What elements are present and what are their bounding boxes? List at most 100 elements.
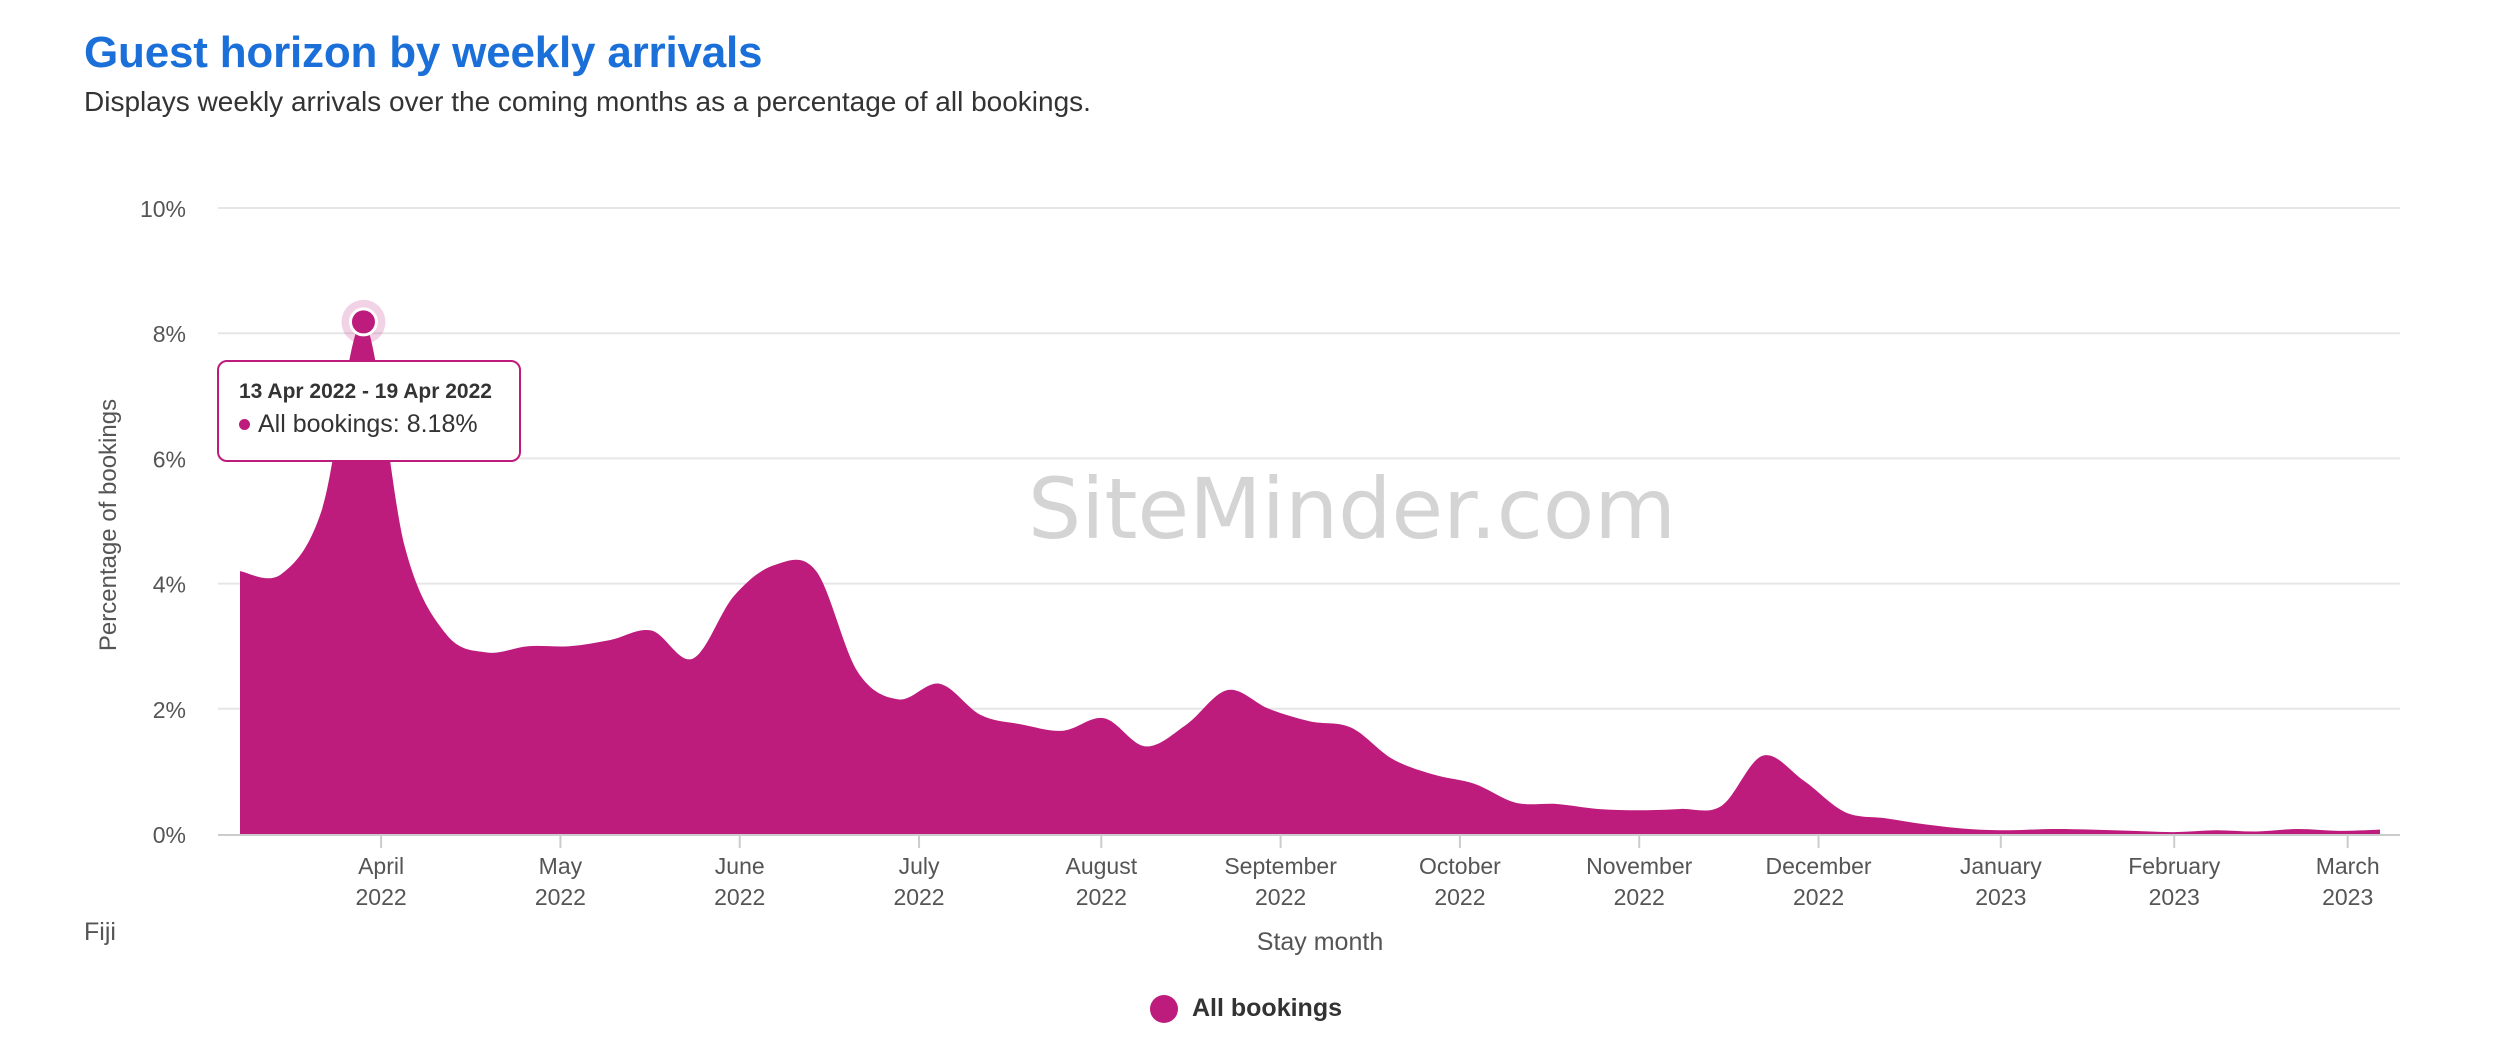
y-axis-label: Percentage of bookings (95, 399, 122, 651)
data-point[interactable] (443, 631, 449, 637)
data-point[interactable] (237, 568, 243, 574)
data-point[interactable] (1595, 806, 1601, 812)
data-point[interactable] (937, 681, 943, 687)
legend-swatch (1150, 994, 1178, 1023)
data-point[interactable] (1883, 815, 1889, 821)
data-point[interactable] (402, 543, 408, 549)
data-point[interactable] (2254, 828, 2260, 834)
x-tick-year: 2022 (1793, 884, 1844, 910)
data-point[interactable] (1965, 826, 1971, 832)
x-tick-year: 2023 (1975, 884, 2026, 910)
x-axis-label: Stay month (1257, 928, 1383, 956)
data-point[interactable] (607, 637, 613, 643)
tooltip-value-line: All bookings: 8.18% (239, 410, 519, 439)
x-tick-year: 2023 (2149, 884, 2200, 910)
hover-point[interactable] (348, 307, 378, 337)
data-point[interactable] (1924, 822, 1930, 828)
x-tick-year: 2022 (1614, 884, 1665, 910)
data-point[interactable] (1060, 728, 1066, 734)
chart-title: Guest horizon by weekly arrivals (84, 28, 763, 77)
tooltip: 13 Apr 2022 - 19 Apr 2022 All bookings: … (217, 360, 521, 462)
x-tick-month: September (1224, 853, 1337, 879)
x-tick-month: July (899, 853, 940, 879)
data-point[interactable] (1842, 809, 1848, 815)
x-tick-year: 2022 (535, 884, 586, 910)
y-axis-ticks: 0% 2% 4% 6% 8% 10% (140, 196, 186, 848)
x-tick-month: October (1419, 853, 1501, 879)
x-tick-month: February (2128, 853, 2221, 879)
y-tick-label: 10% (140, 196, 186, 222)
data-point[interactable] (1430, 772, 1436, 778)
data-point[interactable] (1389, 756, 1395, 762)
data-point[interactable] (813, 568, 819, 574)
y-tick-label: 8% (153, 321, 186, 347)
x-tick-month: November (1586, 853, 1692, 879)
data-point[interactable] (2007, 827, 2013, 833)
hover-marker[interactable] (341, 299, 386, 344)
data-point[interactable] (1101, 715, 1107, 721)
data-point[interactable] (854, 668, 860, 674)
data-point[interactable] (731, 593, 737, 599)
tooltip-date: 13 Apr 2022 - 19 Apr 2022 (239, 380, 492, 403)
data-point[interactable] (1142, 743, 1148, 749)
data-point[interactable] (2130, 828, 2136, 834)
x-tick-month: March (2316, 853, 2380, 879)
x-tick-year: 2022 (1434, 884, 1485, 910)
data-point[interactable] (772, 562, 778, 568)
data-point[interactable] (1801, 778, 1807, 784)
y-tick-label: 6% (153, 446, 186, 472)
data-point[interactable] (1307, 718, 1313, 724)
region-label: Fiji (84, 918, 116, 946)
data-point[interactable] (690, 656, 696, 662)
data-point[interactable] (895, 696, 901, 702)
x-tick-year: 2022 (356, 884, 407, 910)
data-point[interactable] (1266, 706, 1272, 712)
x-axis-ticks: April 2022 May 2022 June 2022 July 2022 August 20… (356, 835, 2380, 910)
data-point[interactable] (1472, 781, 1478, 787)
data-point[interactable] (525, 643, 531, 649)
data-point[interactable] (484, 649, 490, 655)
x-tick-month: August (1065, 853, 1137, 879)
x-tick-year: 2023 (2322, 884, 2373, 910)
chart-subtitle: Displays weekly arrivals over the coming… (84, 86, 1091, 117)
legend[interactable]: All bookings (1150, 994, 1342, 1023)
data-point[interactable] (1513, 800, 1519, 806)
y-tick-label: 0% (153, 822, 186, 848)
data-point[interactable] (2089, 827, 2095, 833)
x-tick-year: 2022 (893, 884, 944, 910)
y-tick-label: 4% (153, 572, 186, 598)
legend-label: All bookings (1192, 994, 1342, 1022)
data-point[interactable] (2171, 829, 2177, 835)
x-tick-month: April (358, 853, 404, 879)
data-point[interactable] (319, 505, 325, 511)
y-tick-label: 2% (153, 697, 186, 723)
data-point[interactable] (2377, 827, 2383, 833)
data-point[interactable] (1719, 803, 1725, 809)
data-point[interactable] (1760, 753, 1766, 759)
data-point[interactable] (1677, 806, 1683, 812)
data-point[interactable] (2212, 827, 2218, 833)
x-tick-year: 2022 (1255, 884, 1306, 910)
data-point[interactable] (1184, 721, 1190, 727)
data-point[interactable] (1225, 687, 1231, 693)
x-tick-month: January (1960, 853, 2042, 879)
data-point[interactable] (2336, 828, 2342, 834)
data-point[interactable] (649, 628, 655, 634)
data-point[interactable] (1636, 807, 1642, 813)
data-point[interactable] (278, 571, 284, 577)
x-tick-year: 2022 (1076, 884, 1127, 910)
data-point[interactable] (2295, 826, 2301, 832)
tooltip-value: All bookings: 8.18% (258, 410, 478, 438)
x-tick-month: June (715, 853, 765, 879)
data-point[interactable] (566, 643, 572, 649)
tooltip-series-dot (239, 419, 250, 430)
data-point[interactable] (1554, 801, 1560, 807)
data-point[interactable] (1019, 721, 1025, 727)
data-point[interactable] (2048, 826, 2054, 832)
x-tick-month: December (1765, 853, 1871, 879)
data-point[interactable] (1348, 725, 1354, 731)
series-area-all-bookings (240, 321, 2380, 834)
watermark: SiteMinder.com (1028, 460, 1676, 558)
data-point[interactable] (978, 712, 984, 718)
